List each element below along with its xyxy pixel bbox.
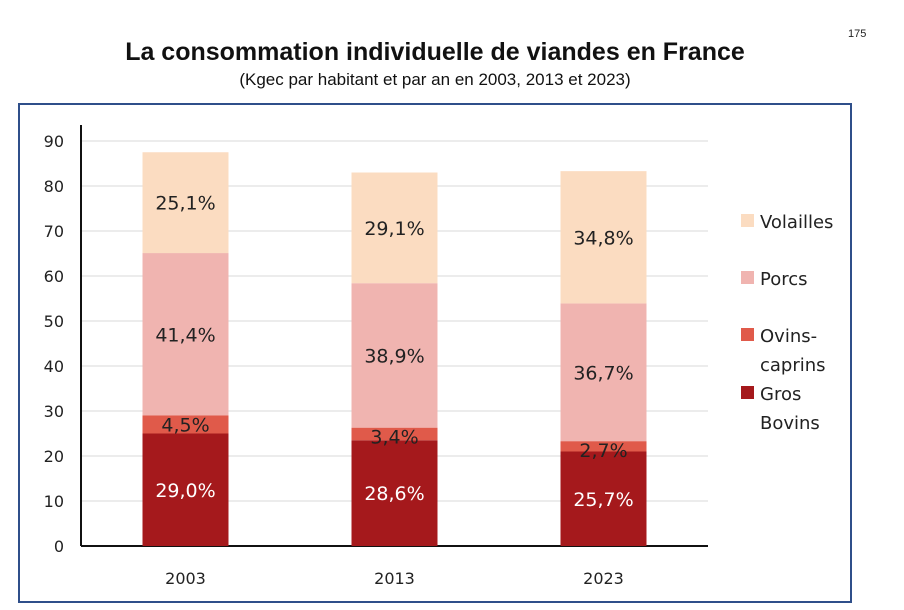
data-label: 3,4% [370, 427, 418, 449]
data-label: 38,9% [364, 345, 424, 367]
data-label: 4,5% [161, 415, 209, 437]
y-tick-label: 60 [44, 267, 64, 286]
y-tick-label: 80 [44, 177, 64, 196]
legend-swatch [741, 271, 754, 284]
legend-swatch [741, 328, 754, 341]
x-tick-label: 2023 [583, 569, 624, 588]
bar-segment [560, 451, 647, 546]
bar-segment [351, 440, 438, 546]
data-label: 25,7% [573, 489, 633, 511]
bar-segment [560, 441, 647, 452]
data-label: 29,1% [364, 218, 424, 240]
bar-segment [351, 427, 438, 441]
bar-segment [351, 172, 438, 284]
legend-swatch [741, 214, 754, 227]
data-label: 2,7% [579, 440, 627, 462]
source-note-clipped [612, 600, 852, 610]
y-tick-label: 10 [44, 492, 64, 511]
data-label: 29,0% [155, 480, 215, 502]
page-number: 175 [848, 28, 867, 40]
data-label: 41,4% [155, 324, 215, 346]
bar-segment [142, 433, 229, 546]
data-label: 34,8% [573, 227, 633, 249]
x-tick-label: 2003 [165, 569, 206, 588]
y-tick-label: 50 [44, 312, 64, 331]
chart-title: La consommation individuelle de viandes … [125, 38, 745, 66]
y-tick-label: 30 [44, 402, 64, 421]
bar-segment [351, 283, 438, 428]
y-tick-label: 20 [44, 447, 64, 466]
data-label: 28,6% [364, 483, 424, 505]
legend-label: Porcs [760, 269, 808, 290]
legend-label: Gros [760, 384, 801, 405]
legend-label: Ovins- [760, 326, 817, 347]
chart-subtitle: (Kgec par habitant et par an en 2003, 20… [239, 70, 631, 89]
legend-label: Volailles [760, 212, 833, 233]
data-label: 36,7% [573, 362, 633, 384]
data-label: 25,1% [155, 193, 215, 215]
x-tick-label: 2013 [374, 569, 415, 588]
legend-label: caprins [760, 355, 826, 376]
chart-frame [18, 103, 852, 603]
bar-segment [560, 171, 647, 304]
bar-segment [142, 152, 229, 254]
bar-segment [560, 303, 647, 442]
bar-segment [142, 415, 229, 434]
legend-swatch [741, 386, 754, 399]
y-tick-label: 0 [54, 537, 64, 556]
y-tick-label: 40 [44, 357, 64, 376]
y-tick-label: 70 [44, 222, 64, 241]
y-tick-label: 90 [44, 132, 64, 151]
legend-label: Bovins [760, 413, 820, 434]
bar-segment [142, 253, 229, 416]
